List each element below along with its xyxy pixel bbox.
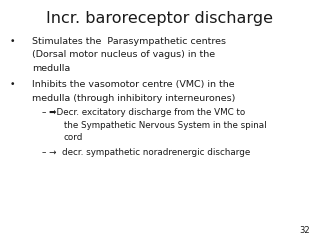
Text: the Sympathetic Nervous System in the spinal: the Sympathetic Nervous System in the sp…	[64, 121, 267, 130]
Text: medulla (through inhibitory interneurones): medulla (through inhibitory interneurone…	[32, 94, 236, 103]
Text: – →  decr. sympathetic noradrenergic discharge: – → decr. sympathetic noradrenergic disc…	[42, 148, 250, 157]
Text: Stimulates the  Parasympathetic centres: Stimulates the Parasympathetic centres	[32, 37, 226, 46]
Text: Incr. baroreceptor discharge: Incr. baroreceptor discharge	[46, 11, 274, 26]
Text: •: •	[10, 37, 15, 46]
Text: Inhibits the vasomotor centre (VMC) in the: Inhibits the vasomotor centre (VMC) in t…	[32, 80, 235, 89]
Text: cord: cord	[64, 133, 84, 142]
Text: (Dorsal motor nucleus of vagus) in the: (Dorsal motor nucleus of vagus) in the	[32, 50, 215, 59]
Text: •: •	[10, 80, 15, 89]
Text: 32: 32	[300, 226, 310, 235]
Text: medulla: medulla	[32, 64, 70, 72]
Text: – ➡Decr. excitatory discharge from the VMC to: – ➡Decr. excitatory discharge from the V…	[42, 108, 245, 117]
